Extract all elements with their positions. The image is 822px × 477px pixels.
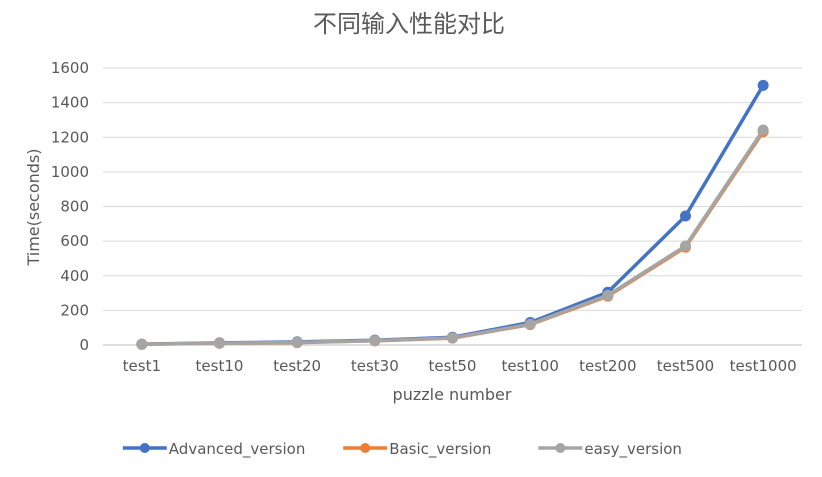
data-point bbox=[369, 335, 381, 347]
chart-title: 不同输入性能对比 bbox=[313, 10, 505, 38]
legend-label: easy_version bbox=[584, 440, 682, 459]
data-point bbox=[524, 318, 536, 330]
x-tick-label: test50 bbox=[429, 357, 477, 375]
legend-label: Basic_version bbox=[389, 440, 491, 459]
y-tick-label: 1600 bbox=[51, 59, 89, 77]
data-point bbox=[680, 240, 691, 252]
gridlines bbox=[103, 67, 802, 311]
y-tick-label: 1400 bbox=[51, 94, 89, 112]
x-tick-label: test1000 bbox=[730, 357, 797, 375]
series-line bbox=[140, 128, 765, 347]
legend-item-Advanced_version: Advanced_version bbox=[122, 440, 306, 459]
data-point bbox=[214, 337, 225, 349]
series-easy_version bbox=[136, 124, 769, 350]
data-point bbox=[136, 338, 148, 350]
legend-swatch-marker bbox=[555, 443, 566, 453]
y-axis-label: Time(seconds) bbox=[24, 148, 43, 266]
x-tick-label: test200 bbox=[579, 357, 636, 375]
legend-item-Basic_version: Basic_version bbox=[343, 440, 491, 459]
x-tick-label: test20 bbox=[273, 357, 321, 375]
y-tick-label: 200 bbox=[60, 301, 89, 319]
x-tick-label: test30 bbox=[351, 357, 399, 375]
x-tick-label: test10 bbox=[196, 357, 244, 375]
series-line bbox=[140, 83, 765, 346]
legend-swatch-marker bbox=[139, 443, 150, 453]
legend-item-easy_version: easy_version bbox=[538, 440, 682, 459]
series-Advanced_version bbox=[136, 79, 769, 350]
y-tick-label: 800 bbox=[60, 198, 89, 216]
x-tick-label: test1 bbox=[123, 357, 161, 375]
data-point bbox=[447, 332, 458, 344]
data-point bbox=[757, 79, 769, 91]
y-tick-label: 1200 bbox=[51, 128, 89, 146]
y-tick-label: 400 bbox=[60, 267, 89, 285]
y-tick-label: 0 bbox=[79, 336, 89, 354]
x-tick-label: test500 bbox=[657, 357, 714, 375]
series-line bbox=[140, 129, 765, 347]
legend-label: Advanced_version bbox=[169, 440, 306, 459]
y-tick-label: 1000 bbox=[51, 163, 89, 181]
y-tick-label: 600 bbox=[60, 232, 89, 250]
series-group bbox=[136, 79, 769, 350]
x-axis-label: puzzle number bbox=[393, 385, 512, 404]
data-point bbox=[757, 124, 769, 136]
data-point bbox=[602, 289, 614, 301]
legend: Advanced_version Basic_version easy_versio… bbox=[122, 440, 682, 459]
data-point bbox=[291, 336, 303, 348]
series-Basic_version bbox=[136, 126, 769, 350]
x-tick-label: test100 bbox=[501, 357, 558, 375]
legend-swatch-marker bbox=[360, 443, 371, 453]
data-point bbox=[680, 210, 691, 222]
